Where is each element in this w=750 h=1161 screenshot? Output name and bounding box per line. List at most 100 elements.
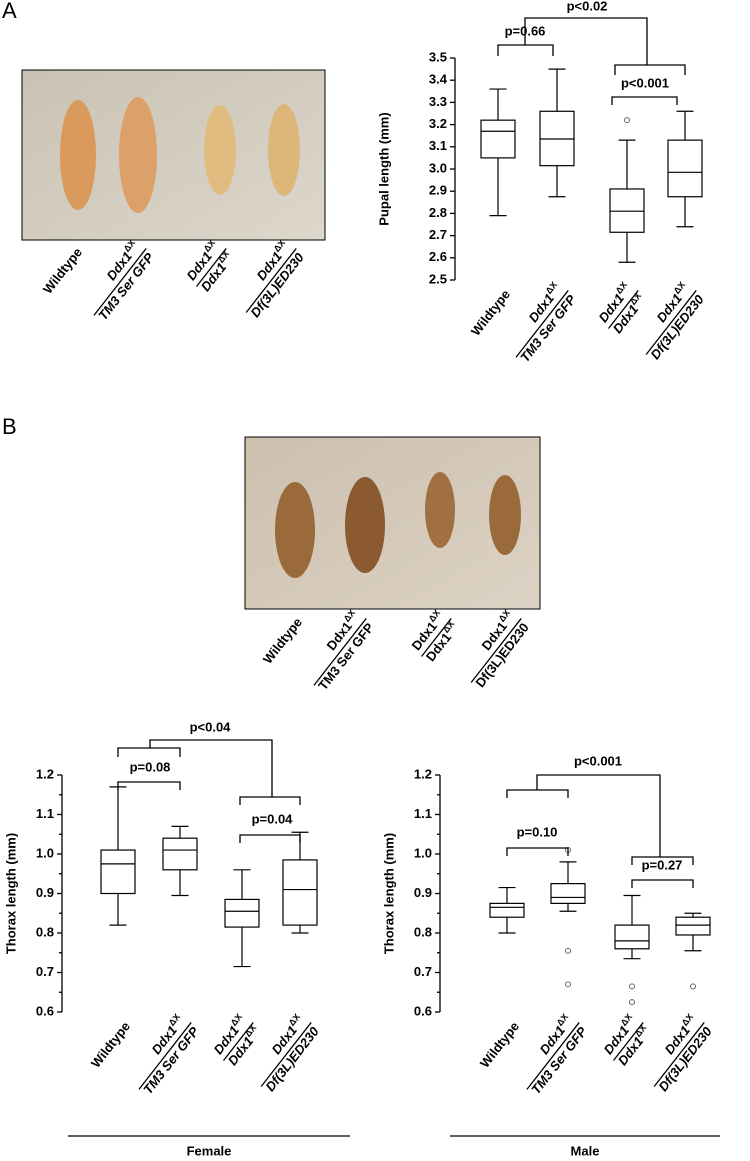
category-label: Wildtype (468, 287, 513, 339)
box (675, 916, 711, 936)
y-tick-label: 3.1 (429, 138, 447, 153)
significance-bracket (497, 44, 554, 56)
flies-photo (244, 436, 541, 610)
significance-bracket (631, 879, 694, 888)
fraction-bar (260, 1022, 312, 1087)
y-tick-label: 0.9 (36, 885, 54, 900)
p-value: p=0.08 (130, 759, 171, 774)
significance-bracket (149, 739, 273, 797)
y-tick-label: 1.0 (414, 845, 432, 860)
y-tick-label: 3.0 (429, 160, 447, 175)
p-value: p<0.04 (190, 719, 232, 734)
y-tick-label: 3.3 (429, 94, 447, 109)
significance-bracket (506, 847, 569, 856)
category-text: Wildtype (477, 1019, 522, 1071)
y-tick-label: 1.2 (36, 766, 54, 781)
y-axis-title: Pupal length (mm) (376, 112, 391, 225)
fraction-bar (645, 290, 697, 355)
y-tick-label: 0.8 (414, 924, 432, 939)
fraction-bar (607, 290, 639, 329)
y-axis-title: Thorax length (mm) (381, 833, 396, 954)
box (667, 139, 703, 198)
y-axis-title: Thorax length (mm) (3, 833, 18, 954)
category-text: Wildtype (88, 1019, 133, 1071)
p-value: p=0.10 (517, 824, 558, 839)
outlier (565, 981, 571, 988)
box (550, 883, 586, 904)
outlier (624, 117, 630, 124)
box (224, 898, 260, 928)
y-tick-label: 3.5 (429, 49, 447, 64)
p-value: p=0.04 (252, 811, 294, 826)
pupae-photo (21, 69, 326, 241)
significance-bracket (506, 789, 569, 798)
y-tick-label: 0.8 (36, 924, 54, 939)
y-tick-label: 2.6 (429, 249, 447, 264)
y-tick-label: 0.7 (36, 964, 54, 979)
y-tick-label: 1.1 (36, 806, 54, 821)
box (162, 837, 198, 871)
category-label: Wildtype (40, 245, 85, 297)
fraction-bar (470, 618, 522, 683)
outlier (565, 947, 571, 954)
p-value: p<0.001 (574, 753, 622, 768)
significance-bracket (239, 834, 301, 843)
fraction-bar (222, 1022, 254, 1061)
category-text: Wildtype (468, 287, 513, 339)
y-tick-label: 1.2 (414, 766, 432, 781)
category-label: Wildtype (477, 1019, 522, 1071)
category-label: Wildtype (88, 1019, 133, 1071)
box (489, 902, 525, 918)
y-tick-label: 2.8 (429, 205, 447, 220)
box (100, 849, 136, 895)
significance-bracket (611, 96, 678, 105)
box (282, 859, 318, 926)
group-label: Female (187, 1143, 232, 1158)
y-tick-label: 0.6 (414, 1003, 432, 1018)
y-tick-label: 2.7 (429, 227, 447, 242)
fraction-bar (195, 248, 227, 287)
category-text: Wildtype (40, 245, 85, 297)
y-tick-label: 0.6 (36, 1003, 54, 1018)
y-tick-label: 0.9 (414, 885, 432, 900)
y-tick-label: 2.5 (429, 271, 447, 286)
p-value: p=0.27 (642, 857, 683, 872)
fraction-bar (653, 1022, 705, 1087)
significance-bracket (117, 781, 181, 790)
box (614, 924, 650, 950)
y-tick-label: 1.0 (36, 845, 54, 860)
fraction-bar (313, 618, 367, 686)
fraction-bar (612, 1022, 644, 1061)
significance-bracket (631, 856, 694, 865)
category-text: Wildtype (260, 615, 305, 667)
y-tick-label: 3.4 (429, 72, 448, 87)
box (480, 119, 516, 159)
panel-label: B (2, 414, 17, 439)
y-tick-label: 0.7 (414, 964, 432, 979)
y-tick-label: 2.9 (429, 183, 447, 198)
significance-bracket (524, 17, 648, 65)
outlier (690, 983, 696, 990)
group-label: Male (571, 1143, 600, 1158)
panel-label: A (2, 0, 17, 23)
fraction-bar (138, 1022, 192, 1090)
significance-bracket (239, 796, 301, 805)
significance-bracket (117, 747, 181, 757)
outlier (629, 999, 635, 1006)
fraction-bar (420, 618, 452, 657)
